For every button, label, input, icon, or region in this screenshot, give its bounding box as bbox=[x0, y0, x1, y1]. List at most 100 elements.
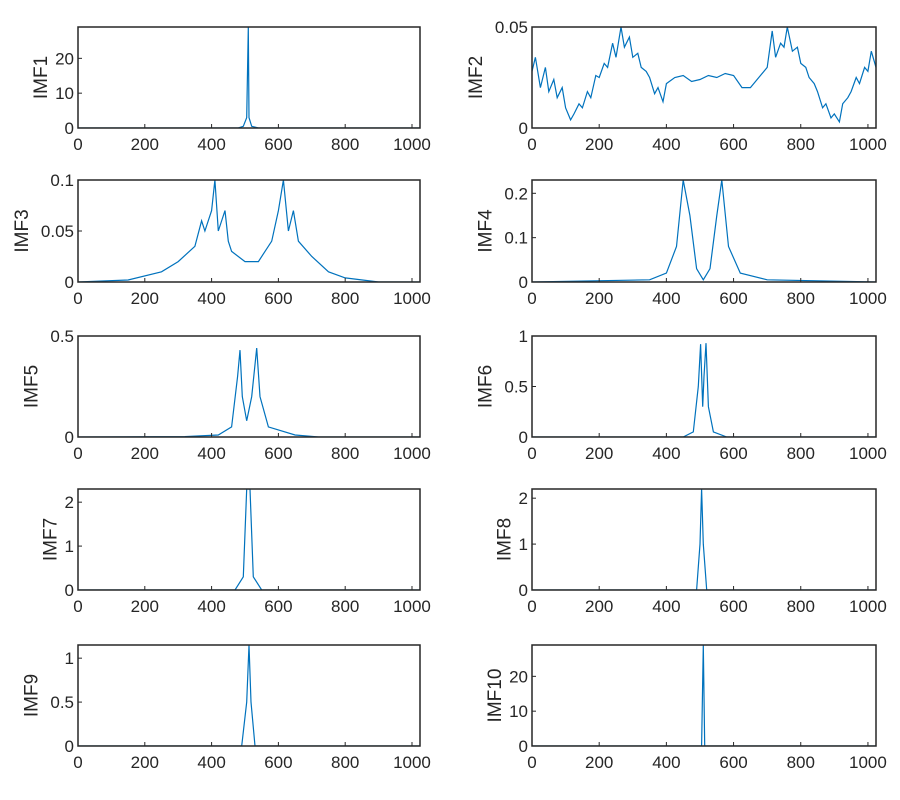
x-tick-label: 0 bbox=[527, 597, 536, 616]
x-tick-label: 0 bbox=[73, 135, 82, 154]
series-line bbox=[78, 348, 420, 437]
x-tick-label: 200 bbox=[131, 135, 159, 154]
x-tick-label: 400 bbox=[197, 444, 225, 463]
y-tick-label: 1 bbox=[65, 537, 74, 556]
x-tick-label: 0 bbox=[73, 289, 82, 308]
y-tick-label: 0 bbox=[65, 428, 74, 447]
x-tick-label: 400 bbox=[197, 753, 225, 772]
x-tick-label: 1000 bbox=[849, 597, 887, 616]
x-tick-label: 600 bbox=[264, 597, 292, 616]
y-axis-label: IMF1 bbox=[31, 56, 52, 99]
x-tick-label: 200 bbox=[585, 135, 613, 154]
y-tick-label: 10 bbox=[55, 84, 74, 103]
x-tick-label: 1000 bbox=[849, 753, 887, 772]
x-tick-label: 1000 bbox=[849, 444, 887, 463]
x-tick-label: 1000 bbox=[849, 135, 887, 154]
subplot-imf6: 0 200 400 600 800 1000 0 0.5 1 IMF6 bbox=[476, 327, 887, 463]
axes-box bbox=[531, 488, 877, 591]
y-tick-label: 1 bbox=[519, 327, 528, 346]
x-tick-label: 600 bbox=[719, 444, 747, 463]
series-line bbox=[532, 645, 876, 746]
y-tick-label: 20 bbox=[509, 667, 528, 686]
y-tick-label: 0 bbox=[519, 737, 528, 756]
x-tick-label: 400 bbox=[197, 289, 225, 308]
x-tick-label: 800 bbox=[787, 135, 815, 154]
x-tick-label: 1000 bbox=[393, 135, 431, 154]
y-tick-label: 0.1 bbox=[504, 229, 528, 248]
series-line bbox=[532, 27, 876, 124]
y-tick-label: 0 bbox=[519, 273, 528, 292]
series-line bbox=[78, 645, 420, 746]
x-tick-label: 1000 bbox=[393, 289, 431, 308]
x-tick-label: 600 bbox=[719, 289, 747, 308]
y-tick-label: 0 bbox=[65, 119, 74, 138]
x-tick-label: 200 bbox=[131, 753, 159, 772]
x-tick-label: 800 bbox=[787, 597, 815, 616]
subplot-imf5: 0 200 400 600 800 1000 0 0.5 IMF5 bbox=[22, 327, 431, 463]
x-tick-label: 200 bbox=[585, 444, 613, 463]
y-tick-label: 0 bbox=[65, 273, 74, 292]
axes-box bbox=[77, 644, 421, 747]
y-axis-label: IMF7 bbox=[41, 518, 62, 561]
y-tick-label: 0.5 bbox=[50, 327, 74, 346]
y-tick-label: 10 bbox=[509, 702, 528, 721]
x-tick-label: 800 bbox=[331, 444, 359, 463]
x-tick-label: 400 bbox=[652, 289, 680, 308]
y-axis-label: IMF10 bbox=[485, 669, 506, 723]
x-tick-label: 600 bbox=[264, 135, 292, 154]
x-tick-label: 200 bbox=[131, 444, 159, 463]
x-tick-label: 0 bbox=[527, 135, 536, 154]
subplot-imf3: 0 200 400 600 800 1000 0 0.05 0.1 IMF3 bbox=[12, 171, 431, 308]
x-tick-label: 400 bbox=[197, 135, 225, 154]
y-tick-label: 0 bbox=[519, 581, 528, 600]
axes-box bbox=[77, 179, 421, 283]
x-tick-label: 1000 bbox=[393, 597, 431, 616]
axes-box bbox=[531, 644, 877, 747]
y-tick-label: 0 bbox=[519, 428, 528, 447]
x-tick-label: 800 bbox=[331, 289, 359, 308]
series-line bbox=[532, 180, 876, 282]
x-tick-label: 800 bbox=[787, 289, 815, 308]
y-tick-label: 0 bbox=[65, 581, 74, 600]
x-tick-label: 1000 bbox=[393, 444, 431, 463]
x-tick-label: 0 bbox=[527, 289, 536, 308]
axes-box bbox=[531, 179, 877, 283]
y-tick-label: 0 bbox=[65, 737, 74, 756]
axes-box bbox=[531, 26, 877, 129]
x-tick-label: 400 bbox=[652, 444, 680, 463]
x-tick-label: 600 bbox=[719, 597, 747, 616]
x-tick-label: 0 bbox=[527, 444, 536, 463]
y-tick-label: 0.5 bbox=[504, 378, 528, 397]
y-axis-label: IMF4 bbox=[476, 209, 497, 253]
y-tick-label: 0.5 bbox=[50, 693, 74, 712]
x-tick-label: 600 bbox=[264, 444, 292, 463]
x-tick-label: 400 bbox=[652, 597, 680, 616]
x-tick-label: 200 bbox=[131, 289, 159, 308]
x-tick-label: 200 bbox=[585, 289, 613, 308]
y-axis-label: IMF3 bbox=[12, 209, 33, 252]
x-tick-label: 0 bbox=[73, 597, 82, 616]
y-tick-label: 0.05 bbox=[495, 18, 528, 37]
series-line bbox=[532, 343, 876, 437]
y-tick-label: 2 bbox=[65, 493, 74, 512]
axes-box bbox=[77, 488, 421, 591]
y-tick-label: 1 bbox=[65, 649, 74, 668]
y-axis-label: IMF5 bbox=[22, 365, 43, 408]
x-tick-label: 200 bbox=[131, 597, 159, 616]
x-tick-label: 600 bbox=[719, 753, 747, 772]
y-axis-label: IMF9 bbox=[22, 674, 43, 717]
series-line bbox=[532, 489, 876, 590]
x-tick-label: 200 bbox=[585, 597, 613, 616]
x-tick-label: 400 bbox=[652, 135, 680, 154]
axes-box bbox=[77, 26, 421, 129]
y-tick-label: 20 bbox=[55, 49, 74, 68]
y-axis-label: IMF6 bbox=[476, 365, 497, 408]
y-tick-label: 1 bbox=[519, 535, 528, 554]
x-tick-label: 800 bbox=[787, 444, 815, 463]
x-tick-label: 600 bbox=[264, 753, 292, 772]
x-tick-label: 0 bbox=[527, 753, 536, 772]
